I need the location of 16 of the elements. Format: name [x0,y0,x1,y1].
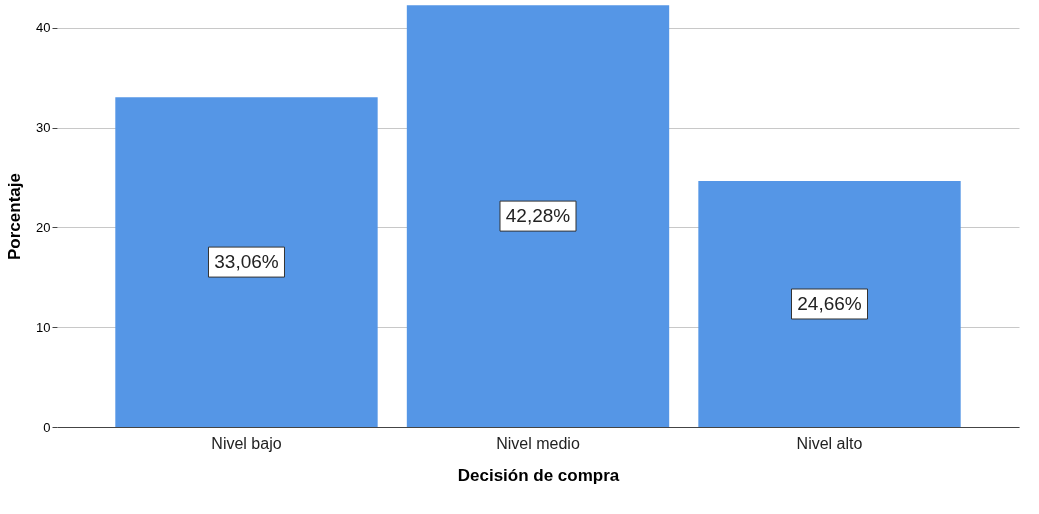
x-tick-label: Nivel medio [496,434,580,452]
bar [698,180,961,427]
data-label: 33,06% [214,251,279,273]
data-label: 42,28% [505,205,571,227]
bar [406,5,670,427]
bar [115,97,378,427]
y-axis-title: Porcentaje [5,173,25,260]
data-label: 24,66% [797,292,862,314]
y-tick-label: 40 [36,20,51,36]
x-tick-label: Nivel bajo [211,434,282,452]
y-tick-label: 30 [36,120,51,136]
y-tick-label: 0 [43,419,51,435]
x-tick-label: Nivel alto [796,434,863,452]
y-tick-label: 20 [36,219,51,235]
y-tick-label: 10 [36,319,51,335]
x-axis-title: Decisión de compra [457,465,620,485]
